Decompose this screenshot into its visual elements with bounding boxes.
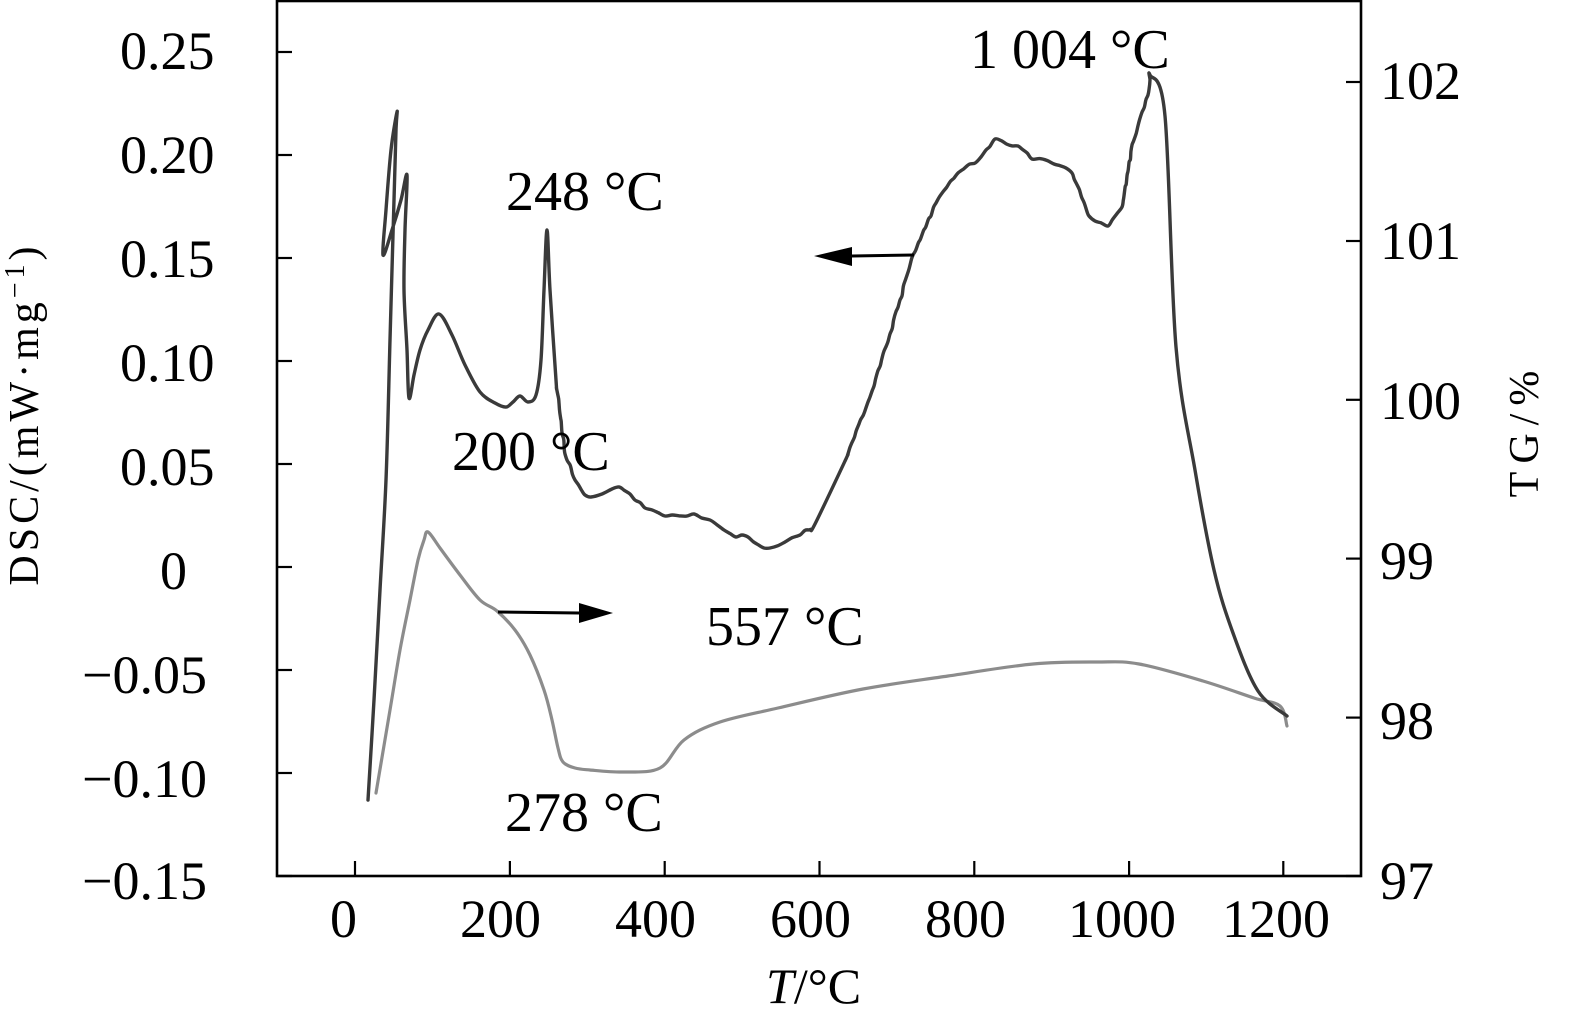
svg-text:TG/%: TG/% xyxy=(1502,363,1548,498)
svg-text:DSC/(mW·mg−1): DSC/(mW·mg−1) xyxy=(0,242,48,585)
